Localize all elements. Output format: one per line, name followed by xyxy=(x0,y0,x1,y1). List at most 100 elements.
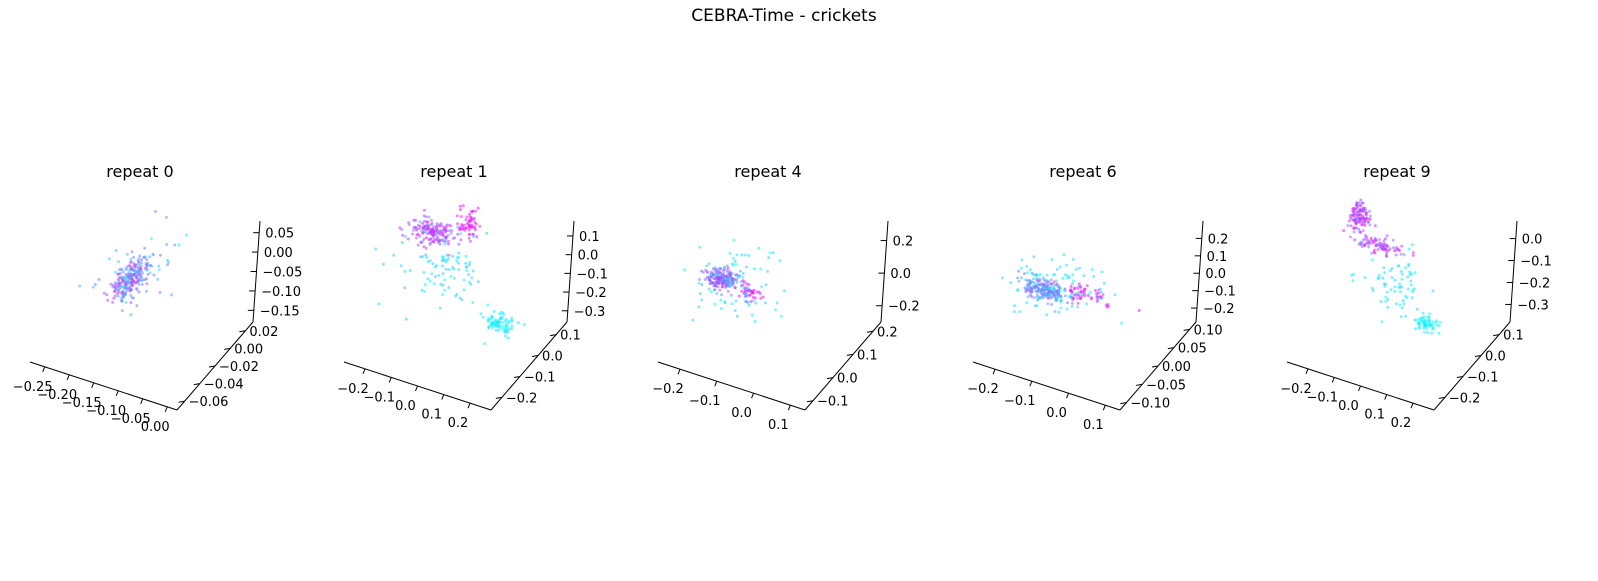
axes-lines xyxy=(657,220,889,411)
scatter-point xyxy=(465,269,469,272)
y-tick xyxy=(531,355,539,358)
scatter-point xyxy=(401,233,405,237)
scatter-point xyxy=(114,286,117,290)
scatter-point xyxy=(1037,297,1041,301)
scatter-point xyxy=(722,269,725,273)
x-tick xyxy=(140,398,144,404)
scatter-point xyxy=(424,246,428,250)
scatter-point xyxy=(1382,282,1386,286)
scatter-point xyxy=(1038,272,1042,276)
scatter-point xyxy=(492,309,496,313)
scatter-point xyxy=(468,212,472,216)
scatter-point xyxy=(432,282,436,286)
scatter-point xyxy=(1045,279,1048,282)
scatter-point xyxy=(138,254,142,258)
scatter-point xyxy=(504,317,508,321)
scatter-point xyxy=(1411,251,1415,255)
scatter-point xyxy=(1072,287,1076,291)
scatter-point xyxy=(1376,248,1380,252)
y-tick xyxy=(208,365,216,368)
scatter-point xyxy=(747,283,751,287)
z-tick-label: −0.3 xyxy=(1517,298,1549,313)
scatter-point xyxy=(740,289,744,293)
scatter-point xyxy=(752,288,756,292)
scatter-point xyxy=(715,292,719,295)
scatter-point xyxy=(471,269,475,273)
x-tick-label: 0.0 xyxy=(395,399,416,414)
scatter-point xyxy=(434,227,438,231)
scatter-point xyxy=(1402,253,1406,257)
scatter-point xyxy=(1063,273,1067,277)
scatter-point xyxy=(1382,242,1386,246)
scatter-point xyxy=(1080,292,1084,296)
subplot-repeat-2: repeat 4 −0.2 −0.1 0.0 0.1 −0.1 0.0 0.1 0.2 −0.2 0… xyxy=(652,162,919,433)
y-tick xyxy=(806,400,814,403)
scatter-point xyxy=(1047,296,1050,300)
scatter-point xyxy=(1383,284,1387,288)
scatter-point xyxy=(1385,234,1389,238)
scatter-point xyxy=(123,284,127,288)
scatter-point xyxy=(1386,298,1390,301)
scatter-point xyxy=(1359,198,1363,202)
scatter-point xyxy=(422,245,426,249)
scatter-point xyxy=(119,267,123,271)
scatter-point xyxy=(441,272,445,276)
scatter-point xyxy=(425,220,429,224)
z-tick-label: 0.1 xyxy=(1207,250,1228,265)
scatter-point xyxy=(464,261,468,265)
scatter-point xyxy=(157,268,161,272)
scatter-point xyxy=(165,215,168,219)
y-axis-line xyxy=(804,321,882,411)
scatter-point xyxy=(1413,271,1417,275)
scatter-point xyxy=(1438,320,1442,324)
scatter-point xyxy=(1048,287,1052,291)
scatter-point xyxy=(1346,224,1350,228)
subplot-title: repeat 6 xyxy=(1049,162,1116,181)
scatter-point xyxy=(747,290,751,294)
scatter-point xyxy=(150,264,154,268)
scatter-point xyxy=(703,278,707,281)
scatter-point xyxy=(467,233,471,237)
scatter-point xyxy=(1366,220,1370,224)
scatter-point xyxy=(152,273,156,277)
scatter-point xyxy=(429,230,433,234)
scatter-point xyxy=(430,223,433,227)
x-tick-label: −0.2 xyxy=(1280,382,1312,397)
scatter-point xyxy=(1422,315,1426,319)
scatter-point xyxy=(419,240,423,244)
z-tick-label: 0.2 xyxy=(1208,232,1229,247)
scatter-point xyxy=(438,306,442,310)
scatter-point xyxy=(404,317,408,321)
scatter-point xyxy=(1425,319,1429,323)
scatter-point xyxy=(1379,300,1383,304)
scatter-point xyxy=(443,278,447,282)
scatter-point xyxy=(1355,201,1359,205)
scatter-point xyxy=(1090,296,1093,300)
scatter-point xyxy=(470,276,474,280)
scatter-point xyxy=(1355,221,1359,225)
x-tick-label: −0.2 xyxy=(337,382,369,397)
scatter-point xyxy=(140,283,144,286)
scatter-point xyxy=(483,342,487,346)
scatter-point xyxy=(119,284,123,288)
z-axis-line xyxy=(880,220,889,323)
x-tick xyxy=(388,377,392,383)
y-axis-line xyxy=(490,321,568,411)
scatter-point xyxy=(1408,273,1412,277)
scatter-point xyxy=(697,281,701,285)
scatter-point xyxy=(1373,224,1377,228)
scatter-point xyxy=(452,276,456,280)
scatter-point xyxy=(1100,270,1104,274)
scatter-point xyxy=(1028,268,1032,272)
scatter-point xyxy=(705,264,709,268)
scatter-point xyxy=(377,302,381,306)
scatter-point xyxy=(721,274,725,278)
scatter-point xyxy=(1370,258,1374,262)
scatter-point xyxy=(1035,277,1039,281)
scatter-point xyxy=(137,290,141,294)
z-axis-line xyxy=(566,220,575,323)
scatter-point xyxy=(419,255,423,259)
scatter-point xyxy=(469,239,472,243)
x-tick-label: −0.25 xyxy=(13,380,53,395)
scatter-point xyxy=(423,208,426,212)
